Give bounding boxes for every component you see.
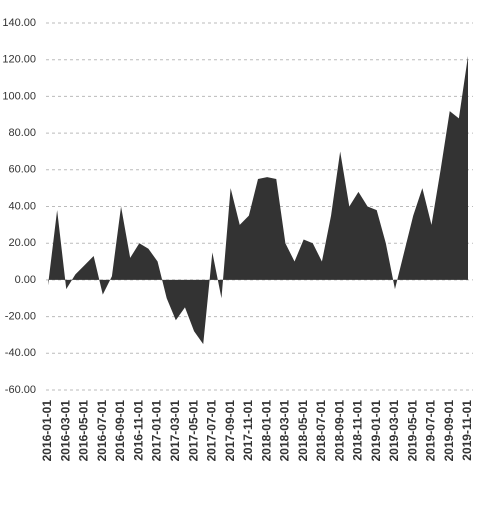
x-tick-label: 2016-07-01: [95, 400, 109, 462]
y-tick-label: 100.00: [2, 90, 36, 102]
x-tick-label: 2016-05-01: [77, 400, 91, 462]
y-tick-label: 140.00: [2, 17, 36, 29]
y-tick-label: 0.00: [15, 274, 36, 286]
y-tick-label: 60.00: [8, 164, 36, 176]
x-tick-label: 2017-07-01: [205, 400, 219, 462]
x-tick-label: 2018-01-01: [259, 400, 273, 462]
x-tick-label: 2019-11-01: [460, 400, 474, 461]
x-tick-label: 2017-11-01: [241, 400, 255, 461]
x-tick-label: 2019-09-01: [442, 400, 456, 462]
x-tick-label: 2018-03-01: [278, 400, 292, 462]
y-tick-label: 120.00: [2, 54, 36, 66]
y-tick-label: 40.00: [8, 200, 36, 212]
x-tick-label: 2017-03-01: [168, 400, 182, 462]
x-tick-label: 2016-03-01: [58, 400, 72, 462]
y-tick-label: -60.00: [5, 384, 36, 396]
x-tick-label: 2017-09-01: [223, 400, 237, 462]
x-tick-label: 2016-11-01: [131, 400, 145, 461]
x-tick-label: 2017-05-01: [186, 400, 200, 462]
y-tick-label: 20.00: [8, 237, 36, 249]
y-tick-label: -20.00: [5, 311, 36, 323]
y-tick-label: -40.00: [5, 347, 36, 359]
x-tick-label: 2017-01-01: [150, 400, 164, 462]
x-tick-label: 2019-05-01: [405, 400, 419, 462]
x-tick-label: 2019-03-01: [387, 400, 401, 462]
x-tick-label: 2018-09-01: [332, 400, 346, 462]
x-tick-label: 2016-09-01: [113, 400, 127, 462]
x-tick-label: 2018-11-01: [351, 400, 365, 461]
y-tick-label: 80.00: [8, 127, 36, 139]
x-tick-label: 2019-01-01: [369, 400, 383, 462]
x-tick-label: 2016-01-01: [40, 400, 54, 462]
x-tick-label: 2019-07-01: [424, 400, 438, 462]
area: [48, 56, 468, 345]
x-tick-label: 2018-07-01: [314, 400, 328, 462]
x-tick-label: 2018-05-01: [296, 400, 310, 462]
